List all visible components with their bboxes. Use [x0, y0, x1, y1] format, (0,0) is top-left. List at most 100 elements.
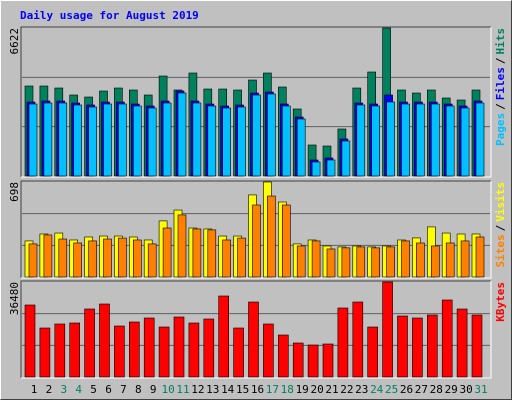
bevel: [20, 26, 491, 177]
y-tick-label: 698: [8, 182, 21, 202]
bar: [430, 245, 440, 278]
bar: [207, 105, 217, 177]
x-tick-label: 20: [310, 383, 323, 396]
bar: [475, 236, 485, 278]
bar: [371, 105, 381, 177]
bar: [252, 94, 261, 177]
bar: [103, 238, 112, 278]
bar: [54, 323, 66, 378]
legend-separator: /: [494, 103, 507, 110]
x-tick-label: 25: [385, 383, 398, 396]
bar: [207, 229, 217, 278]
bar: [311, 161, 321, 177]
bar: [177, 92, 187, 177]
x-tick-label: 27: [415, 383, 428, 396]
bar: [73, 104, 82, 177]
bar: [129, 321, 140, 378]
legend-entry: KBytes: [494, 282, 507, 322]
y-tick-label: 6622: [8, 28, 21, 55]
x-tick-label: 15: [236, 383, 249, 396]
x-tick-label: 7: [120, 383, 127, 396]
bar: [43, 234, 53, 278]
bar: [322, 343, 334, 378]
bar: [412, 317, 423, 378]
bar: [441, 299, 453, 378]
bar: [233, 327, 244, 378]
legend: Sites / Visits: [494, 182, 507, 268]
bar: [147, 107, 157, 177]
bar: [296, 118, 306, 177]
x-tick-label: 18: [281, 383, 294, 396]
x-tick-label: 3: [60, 383, 67, 396]
bar: [371, 247, 381, 278]
bar: [252, 204, 261, 278]
bar: [356, 104, 366, 177]
x-tick-label: 4: [75, 383, 82, 396]
bar: [28, 103, 38, 177]
x-tick-label: 9: [150, 383, 157, 396]
bar: [158, 326, 170, 378]
x-tick-label: 23: [355, 383, 368, 396]
bar: [114, 325, 125, 378]
bar: [401, 240, 410, 278]
bar: [24, 304, 36, 378]
legend-separator: /: [494, 224, 507, 231]
bar: [352, 301, 364, 378]
bevel: [20, 180, 491, 278]
bar: [326, 248, 336, 278]
bevel: [21, 27, 492, 178]
bar: [475, 102, 485, 177]
x-tick-label: 29: [445, 383, 458, 396]
bar: [173, 316, 185, 378]
bar: [267, 195, 276, 278]
bar: [222, 239, 231, 278]
x-tick-label: 8: [135, 383, 142, 396]
x-tick-label: 24: [370, 383, 384, 396]
x-tick-label: 13: [206, 383, 219, 396]
bar: [356, 246, 366, 278]
bar: [192, 228, 202, 278]
bar: [203, 318, 215, 378]
bar: [296, 245, 306, 278]
x-tick-label: 22: [340, 383, 353, 396]
bar: [118, 103, 127, 177]
bar: [341, 247, 351, 278]
x-tick-label: 1: [31, 383, 38, 396]
bar: [397, 315, 408, 378]
x-tick-label: 2: [46, 383, 53, 396]
legend-entry: Files: [494, 67, 507, 100]
x-tick-label: 5: [90, 383, 97, 396]
bar: [416, 103, 425, 177]
bar: [58, 238, 68, 278]
bar: [267, 93, 276, 177]
bar: [281, 105, 291, 177]
x-tick-label: 12: [191, 383, 204, 396]
bar: [430, 103, 440, 177]
bar: [311, 240, 321, 278]
x-tick-label: 6: [105, 383, 112, 396]
bar: [222, 107, 231, 177]
bar: [341, 140, 351, 177]
x-tick-label: 26: [400, 383, 413, 396]
bar: [147, 243, 157, 278]
chart-title: Daily usage for August 2019: [20, 9, 199, 22]
bar: [445, 242, 455, 278]
bar: [84, 308, 95, 378]
x-tick-label: 11: [176, 383, 189, 396]
bar: [281, 204, 291, 278]
bar: [386, 101, 395, 177]
x-tick-label: 30: [459, 383, 472, 396]
bar: [382, 281, 393, 378]
bar: [307, 344, 319, 378]
bar: [277, 334, 289, 378]
x-tick-label: 28: [430, 383, 443, 396]
bar: [292, 342, 304, 378]
bar: [471, 314, 483, 378]
bar: [88, 106, 97, 177]
bar: [460, 240, 470, 278]
bevel: [21, 281, 492, 379]
legend-entry: Hits: [494, 28, 507, 55]
bar: [337, 307, 349, 378]
